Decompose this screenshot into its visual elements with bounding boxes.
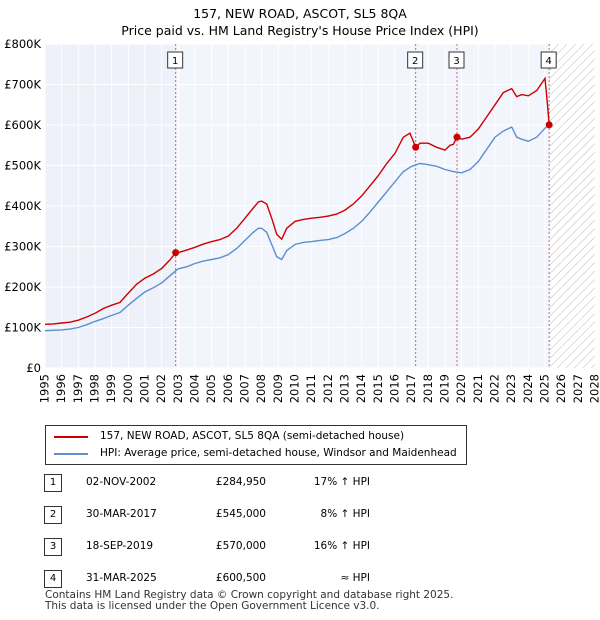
x-tick-label: 2027 <box>571 374 585 403</box>
sale-point <box>172 249 180 257</box>
sale-marker-badge: 1 <box>44 474 62 492</box>
legend-label-property: 157, NEW ROAD, ASCOT, SL5 8QA (semi-deta… <box>100 430 405 442</box>
x-tick-label: 1999 <box>104 374 118 403</box>
forecast-hatch-overlay <box>549 44 595 368</box>
sale-marker-badge: 3 <box>44 538 62 556</box>
sale-price: £284,950 <box>215 476 266 488</box>
sale-number-label: 2 <box>412 56 418 67</box>
sale-price: £545,000 <box>215 508 266 520</box>
x-tick-label: 2026 <box>554 374 568 403</box>
y-tick-label: £700K <box>4 78 41 92</box>
footer-attribution: Contains HM Land Registry data © Crown c… <box>45 590 453 612</box>
y-tick-label: £400K <box>4 199 41 213</box>
legend-swatch-property <box>54 436 88 438</box>
sale-hpi-comparison: 17% ↑ HPI <box>313 476 370 488</box>
y-tick-label: £200K <box>4 280 41 294</box>
x-tick-label: 2017 <box>404 374 418 403</box>
x-tick-label: 2007 <box>238 374 252 403</box>
sale-hpi-comparison: 16% ↑ HPI <box>313 540 370 552</box>
sale-point <box>453 133 461 141</box>
x-tick-label: 2025 <box>538 374 552 403</box>
chart-title: 157, NEW ROAD, ASCOT, SL5 8QA <box>193 6 407 21</box>
y-tick-label: £100K <box>4 321 41 335</box>
x-tick-label: 2021 <box>471 374 485 403</box>
x-tick-label: 2015 <box>371 374 385 403</box>
x-tick-label: 1998 <box>88 374 102 403</box>
x-tick-label: 2010 <box>288 374 302 403</box>
sale-date: 30-MAR-2017 <box>86 508 157 520</box>
footer-line-licence: This data is licensed under the Open Gov… <box>45 600 380 612</box>
sale-hpi-comparison: 8% ↑ HPI <box>320 508 370 520</box>
y-tick-label: £300K <box>4 240 41 254</box>
sale-marker-badge: 4 <box>44 570 62 588</box>
sale-number-label: 3 <box>453 56 459 67</box>
x-tick-label: 2013 <box>338 374 352 403</box>
sale-row: 3 18-SEP-2019 £570,000 16% ↑ HPI <box>0 536 600 556</box>
x-tick-label: 2016 <box>388 374 402 403</box>
x-tick-label: 2004 <box>188 374 202 403</box>
sale-price: £570,000 <box>215 540 266 552</box>
sale-number-label: 1 <box>172 56 178 67</box>
sale-row: 1 02-NOV-2002 £284,950 17% ↑ HPI <box>0 472 600 492</box>
x-tick-label: 2014 <box>354 374 368 403</box>
x-tick-label: 2011 <box>304 374 318 403</box>
y-tick-label: £0 <box>26 361 41 375</box>
x-tick-label: 2023 <box>504 374 518 403</box>
x-tick-label: 2005 <box>204 374 218 403</box>
x-tick-label: 2008 <box>254 374 268 403</box>
sale-number-label: 4 <box>545 56 551 67</box>
sale-marker-badge: 2 <box>44 506 62 524</box>
legend-swatch-hpi <box>54 453 88 455</box>
sale-price: £600,500 <box>215 572 266 584</box>
chart-subtitle: Price paid vs. HM Land Registry's House … <box>121 23 479 38</box>
chart-legend: 157, NEW ROAD, ASCOT, SL5 8QA (semi-deta… <box>45 425 467 465</box>
x-tick-label: 2012 <box>321 374 335 403</box>
sale-hpi-comparison: ≈ HPI <box>340 572 370 584</box>
sale-date: 18-SEP-2019 <box>86 540 154 552</box>
y-tick-label: £500K <box>4 159 41 173</box>
sale-point <box>412 143 420 151</box>
x-tick-label: 2006 <box>221 374 235 403</box>
x-tick-label: 2001 <box>138 374 152 403</box>
price-chart: £0 £100K £200K £300K £400K £500K £600K £700K £80… <box>4 37 600 403</box>
y-tick-label: £600K <box>4 118 41 132</box>
legend-label-hpi: HPI: Average price, semi-detached house,… <box>100 447 457 459</box>
x-tick-label: 1996 <box>54 374 68 403</box>
x-tick-label: 2002 <box>154 374 168 403</box>
property-series-line <box>44 76 550 325</box>
sale-point <box>545 121 553 129</box>
x-tick-label: 1995 <box>38 374 52 403</box>
sale-row: 4 31-MAR-2025 £600,500 ≈ HPI <box>0 568 600 588</box>
sale-row: 2 30-MAR-2017 £545,000 8% ↑ HPI <box>0 504 600 524</box>
sale-date: 31-MAR-2025 <box>86 572 157 584</box>
sale-number-box <box>167 51 184 69</box>
x-tick-label: 2000 <box>121 374 135 403</box>
x-tick-label: 1997 <box>71 374 85 403</box>
x-tick-label: 2024 <box>521 374 535 403</box>
hpi-series-line <box>44 124 550 332</box>
sale-number-box <box>448 51 465 69</box>
x-tick-label: 2018 <box>421 374 435 403</box>
footer-line-copyright: Contains HM Land Registry data © Crown c… <box>45 589 454 601</box>
x-tick-label: 2020 <box>454 374 468 403</box>
x-tick-label: 2022 <box>488 374 502 403</box>
sale-number-box <box>407 51 424 69</box>
sale-number-box <box>540 51 557 69</box>
x-tick-label: 2003 <box>171 374 185 403</box>
x-tick-label: 2009 <box>271 374 285 403</box>
y-tick-label: £800K <box>4 37 41 51</box>
sale-date: 02-NOV-2002 <box>86 476 157 488</box>
x-tick-label: 2019 <box>438 374 452 403</box>
x-tick-label: 2028 <box>588 374 600 403</box>
